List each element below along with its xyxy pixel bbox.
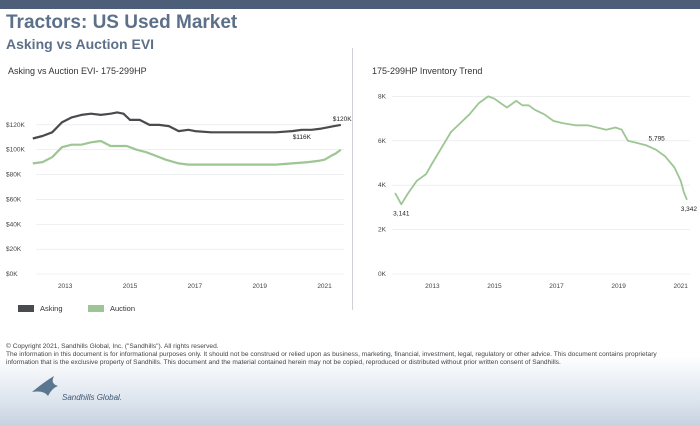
data-label: $116K [293,134,312,141]
right-chart-title: 175-299HP Inventory Trend [372,66,483,76]
y-tick-label: $120K [6,122,25,129]
copyright-footer: © Copyright 2021, Sandhills Global, Inc.… [6,343,696,367]
left-chart-title: Asking vs Auction EVI- 175-299HP [8,66,147,76]
x-tick-label: 2019 [611,283,626,290]
x-tick-label: 2021 [317,283,332,290]
y-tick-label: $20K [6,246,22,253]
legend-asking: Asking [18,304,63,313]
footer-line-1: © Copyright 2021, Sandhills Global, Inc.… [6,343,219,350]
legend-asking-label: Asking [40,304,63,313]
x-tick-label: 2017 [549,283,564,290]
bird-icon [32,376,58,396]
data-label: 3,342 [681,206,698,213]
legend-asking-swatch [18,305,34,312]
panel-divider [352,48,353,310]
data-label: 3,141 [393,210,410,217]
inventory-trend-chart: 0K 2K 4K 6K 8K 2013 2015 2017 2019 2021 3,141 5,795… [378,93,698,290]
series-line-asking [32,111,341,140]
legend-auction-swatch [88,305,104,312]
asking-vs-auction-chart: $0K $20K $40K $60K $80K $100K $120K 2013 2015 201… [6,111,352,290]
y-tick-label: 2K [378,227,387,234]
y-tick-label: $0K [6,271,18,278]
x-tick-label: 2015 [487,283,502,290]
y-tick-label: 6K [378,138,387,145]
data-label: 5,795 [649,135,666,142]
x-tick-label: 2013 [425,283,440,290]
y-tick-label: $100K [6,147,25,154]
footer-line-3: information that is the exclusive proper… [6,359,561,366]
sandhills-bird-logo [32,376,58,396]
legend-auction-label: Auction [110,304,136,313]
series-line-inventory [394,95,688,206]
x-tick-label: 2021 [673,283,688,290]
x-tick-label: 2019 [252,283,267,290]
y-tick-label: $60K [6,196,22,203]
x-tick-label: 2015 [123,283,138,290]
y-tick-label: 8K [378,93,387,100]
footer-line-2: The information in this document is for … [6,351,657,358]
x-tick-label: 2017 [188,283,203,290]
page-title: Tractors: US Used Market [6,12,238,33]
top-accent-bar [0,0,700,9]
y-tick-label: $80K [6,172,22,179]
x-tick-label: 2013 [58,283,73,290]
footer-background-image [0,356,700,426]
series-line-auction [32,139,342,166]
sandhills-logo-text: Sandhills Global. [62,393,123,402]
data-label: $120K [333,116,352,123]
legend-auction: Auction [88,304,135,313]
y-tick-label: $40K [6,221,22,228]
y-tick-label: 4K [378,182,387,189]
y-tick-label: 0K [378,271,387,278]
page-subtitle: Asking vs Auction EVI [6,36,155,52]
